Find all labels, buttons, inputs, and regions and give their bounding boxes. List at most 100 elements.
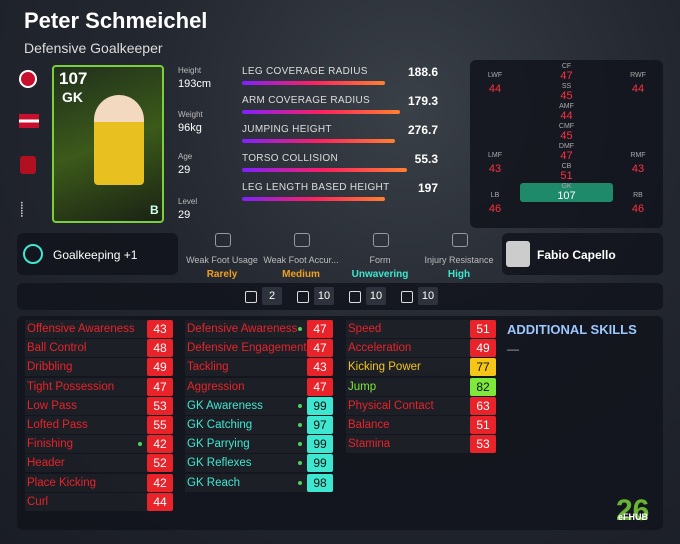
position-label: RB: [633, 192, 643, 199]
player-portrait: [94, 95, 144, 185]
stat-value: 48: [147, 339, 173, 358]
position-label: RMF: [630, 152, 646, 159]
position-grid: LWF 44 CF 47 RWF 44 SS 45 AMF 44 LMF 43 CMF 45 RMF 43 DM…: [470, 60, 663, 228]
stat-value: 82: [470, 377, 496, 396]
stat-row-bg: [185, 396, 333, 415]
stat-name: Tight Possession: [27, 380, 115, 393]
stat-value: 53: [147, 396, 173, 415]
special-stat-name: LEG COVERAGE RADIUS: [242, 66, 368, 77]
counter-value: 10: [366, 287, 386, 305]
stat-row-bg: [346, 377, 496, 396]
stat-value: 47: [307, 320, 333, 338]
stat-name: Speed: [348, 323, 382, 335]
bio-label: Weight: [178, 110, 203, 119]
stat-name: GK Parrying: [187, 438, 250, 451]
special-stat-bar: [242, 168, 407, 172]
stat-name: Lofted Pass: [27, 419, 88, 431]
stat-name: Dribbling: [27, 361, 73, 374]
stat-row-bg: [346, 396, 496, 415]
additional-skills-title: ADDITIONAL SKILLS: [507, 322, 637, 337]
position-rating: 45: [560, 90, 573, 102]
stat-value: 55: [147, 416, 173, 434]
card-grade: B: [150, 203, 159, 217]
boost-dot: [298, 403, 302, 408]
special-stat-bar: [242, 139, 395, 143]
stat-value: 49: [147, 358, 173, 377]
stat-value: 42: [147, 473, 173, 492]
stat-name: Kicking Power: [348, 361, 421, 374]
position-cell: CMF 45: [520, 123, 613, 142]
stat-row-bg: [25, 320, 173, 338]
position-rating: 51: [560, 170, 573, 182]
position-cell: AMF 44: [520, 103, 613, 122]
stat-name: Balance: [348, 419, 390, 431]
stat-name: Stamina: [348, 438, 391, 451]
stat-value: 51: [470, 320, 496, 338]
boost-dot: [298, 423, 302, 427]
stat-row-bg: [25, 473, 173, 492]
stat-name: GK Catching: [187, 419, 253, 431]
position-cell: RB 46: [613, 183, 663, 223]
stat-row-bg: [346, 320, 496, 338]
watermark-brand: eFHUB: [618, 512, 649, 522]
stat-name: Tackling: [187, 361, 229, 374]
stat-name: Offensive Awareness: [27, 323, 135, 335]
stats-panel: ADDITIONAL SKILLS — Offensive Awareness 4…: [17, 316, 663, 530]
stat-name: Physical Contact: [348, 399, 434, 412]
position-rating: 43: [488, 163, 502, 175]
position-label: SS: [561, 83, 572, 90]
stat-row-bg: [25, 339, 173, 358]
stat-value: 42: [147, 435, 173, 454]
stat-value: 43: [147, 320, 173, 338]
stat-row-bg: [185, 416, 333, 434]
special-stat-name: JUMPING HEIGHT: [242, 124, 332, 135]
additional-skill: —: [507, 342, 519, 356]
bio-label: Age: [178, 152, 193, 161]
position-rating: 45: [560, 130, 573, 142]
boost-dot: [298, 327, 302, 331]
special-stat-value: 197: [417, 181, 438, 195]
position-cell: RMF 43: [613, 143, 663, 183]
attribute-value: High: [447, 269, 471, 280]
skill-name: Goalkeeping +1: [53, 248, 138, 262]
special-stat-value: 276.7: [407, 123, 438, 137]
stat-name: Defensive Awareness: [187, 323, 298, 335]
position-rating: 46: [488, 203, 502, 215]
stat-value: 47: [307, 377, 333, 396]
foot-icon: ⸽: [20, 201, 24, 217]
boost-dot: [298, 442, 302, 447]
card-rating: 107: [59, 69, 88, 88]
stat-value: 52: [147, 454, 173, 473]
coach-name: Fabio Capello: [537, 248, 616, 262]
stat-row-bg: [346, 358, 496, 377]
boost-dot: [138, 442, 142, 447]
special-stat-name: ARM COVERAGE RADIUS: [242, 95, 370, 106]
counter-icon: [401, 291, 413, 303]
stat-row-bg: [185, 320, 333, 338]
stat-name: GK Reach: [187, 476, 241, 489]
position-cell: LWF 44: [470, 63, 520, 103]
stat-row-bg: [185, 435, 333, 454]
stat-value: 49: [470, 339, 496, 358]
bio-value: 29: [178, 209, 191, 221]
special-stat-bar: [242, 81, 385, 85]
counter-icon: [245, 291, 257, 303]
position-label: CMF: [558, 123, 575, 130]
card-position: GK: [62, 89, 83, 105]
counter-value: 2: [262, 287, 282, 305]
counter-value: 10: [418, 287, 438, 305]
special-stat-value: 188.6: [407, 65, 438, 79]
special-stat-name: TORSO COLLISION: [242, 153, 339, 164]
bio-value: 96kg: [178, 122, 202, 134]
stat-value: 98: [307, 473, 333, 492]
stat-row-bg: [185, 377, 333, 396]
special-stat-name: LEG LENGTH BASED HEIGHT: [242, 182, 390, 193]
coach-portrait: [506, 241, 530, 267]
flag-icon: [19, 70, 37, 88]
position-cell: GK 107: [520, 183, 613, 202]
stat-name: Place Kicking: [27, 476, 97, 489]
counter-bar: 2 10 10 10: [17, 283, 663, 310]
stat-name: Header: [27, 457, 65, 470]
position-cell: RWF 44: [613, 63, 663, 103]
stat-row-bg: [185, 454, 333, 473]
